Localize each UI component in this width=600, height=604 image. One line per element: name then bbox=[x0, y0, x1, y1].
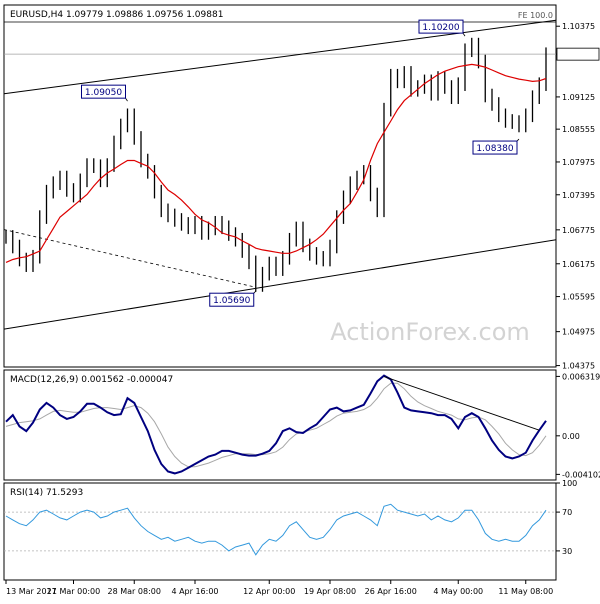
x-tick-label: 13 Mar 2017 bbox=[6, 587, 57, 596]
rsi-y-tick-label: 100 bbox=[562, 479, 577, 488]
channel-upper-line bbox=[3, 19, 557, 95]
price-pane-frame bbox=[3, 4, 557, 368]
price-y-tick-label: 1.09125 bbox=[562, 93, 595, 102]
x-tick-label: 4 May 00:00 bbox=[433, 587, 483, 596]
price-y-tick-label: 1.05595 bbox=[562, 293, 595, 302]
macd-signal-line bbox=[5, 382, 547, 468]
macd-layer bbox=[5, 374, 547, 475]
annotation-label: 1.10200 bbox=[422, 23, 459, 33]
price-y-tick-label: 1.06175 bbox=[562, 260, 595, 269]
x-tick-label: 21 Mar 00:00 bbox=[47, 587, 100, 596]
channel-lower-line bbox=[3, 239, 557, 330]
macd-y-tick-label: 0.006319 bbox=[562, 372, 600, 381]
x-tick-label: 28 Mar 08:00 bbox=[108, 587, 161, 596]
price-y-tick-label: 1.04375 bbox=[562, 362, 595, 371]
annotation-box bbox=[81, 84, 126, 99]
moving-average-line bbox=[5, 63, 547, 263]
annotation-label: 1.05690 bbox=[213, 296, 250, 306]
macd-trendline bbox=[383, 376, 540, 431]
rsi-line bbox=[5, 503, 547, 556]
rsi-y-tick-label: 70 bbox=[562, 508, 572, 517]
annotation-box bbox=[209, 292, 255, 307]
price-y-tick-label: 1.07975 bbox=[562, 158, 595, 167]
dashed-trendline bbox=[3, 229, 256, 288]
watermark-text: ActionForex.com bbox=[330, 318, 530, 346]
annotation-label: 1.08380 bbox=[476, 144, 513, 154]
macd-y-tick-label: 0.00 bbox=[562, 432, 580, 441]
x-tick-label: 4 Apr 16:00 bbox=[171, 587, 218, 596]
macd-pane-frame bbox=[3, 369, 557, 481]
annotation-box bbox=[472, 140, 518, 155]
rsi-y-tick-label: 30 bbox=[562, 547, 572, 556]
rsi-layer bbox=[4, 503, 556, 556]
price-layer: FE 100.0 1.10200 1.09050 1.08380 1.05690 bbox=[3, 11, 557, 330]
rsi-title: RSI(14) 71.5293 bbox=[10, 488, 83, 498]
rsi-pane-frame bbox=[3, 482, 557, 581]
x-tick-label: 12 Apr 00:00 bbox=[243, 587, 295, 596]
annotation-box bbox=[418, 19, 464, 34]
axis-layer: 1.103751.098811.091251.085551.079751.073… bbox=[5, 22, 600, 596]
x-tick-label: 26 Apr 16:00 bbox=[365, 587, 417, 596]
x-tick-label: 19 Apr 08:00 bbox=[304, 587, 356, 596]
macd-line bbox=[5, 374, 547, 475]
price-y-tick-label: 1.10375 bbox=[562, 22, 595, 31]
last-price-box bbox=[556, 47, 600, 61]
macd-y-tick-label: -0.004102 bbox=[562, 470, 600, 479]
price-y-tick-label: 1.04975 bbox=[562, 328, 595, 337]
price-y-tick-label: 1.07395 bbox=[562, 191, 595, 200]
price-y-tick-label: 1.06775 bbox=[562, 226, 595, 235]
annotation-label: 1.09050 bbox=[85, 88, 122, 98]
price-title: EURUSD,H4 1.09779 1.09886 1.09756 1.0988… bbox=[10, 10, 223, 20]
price-y-tick-label: 1.08555 bbox=[562, 125, 595, 134]
x-tick-label: 11 May 08:00 bbox=[498, 587, 553, 596]
macd-title: MACD(12,26,9) 0.001562 -0.000047 bbox=[10, 375, 173, 385]
fe-level-label: FE 100.0 bbox=[518, 11, 553, 20]
